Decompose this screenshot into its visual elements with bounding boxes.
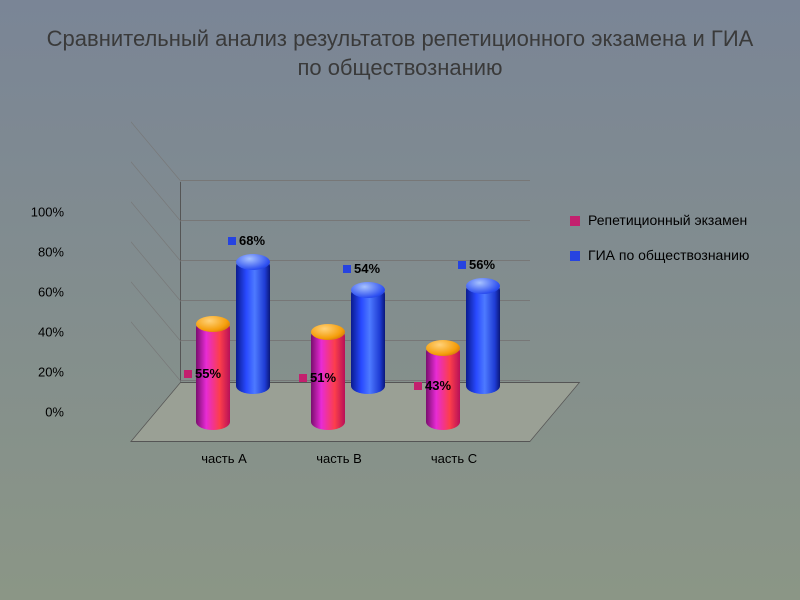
chart-data-label-text: 68% xyxy=(239,233,265,248)
chart-data-label: 43% xyxy=(414,378,451,393)
chart-data-label-marker xyxy=(343,265,351,273)
chart-data-label-marker xyxy=(458,261,466,269)
chart-ytick-label: 80% xyxy=(14,245,64,260)
chart-data-label-text: 55% xyxy=(195,366,221,381)
chart-data-label-text: 51% xyxy=(310,370,336,385)
chart-bar-series2 xyxy=(351,286,385,394)
chart-ytick-label: 40% xyxy=(14,325,64,340)
chart-ytick-label: 100% xyxy=(14,205,64,220)
chart-data-label-marker xyxy=(184,370,192,378)
chart-data-label: 56% xyxy=(458,257,495,272)
chart-data-label: 51% xyxy=(299,370,336,385)
chart-legend-item: Репетиционный экзамен xyxy=(570,212,750,229)
slide-title: Сравнительный анализ результатов репетиц… xyxy=(0,25,800,82)
chart-data-label: 55% xyxy=(184,366,221,381)
chart-legend-marker xyxy=(570,216,580,226)
chart-legend-item: ГИА по обществознанию xyxy=(570,247,750,264)
slide: Сравнительный анализ результатов репетиц… xyxy=(0,0,800,600)
chart-legend: Репетиционный экзамен ГИА по обществознан… xyxy=(570,212,750,282)
chart-gridline xyxy=(181,180,530,181)
chart-plot-area: 0%20%40%60%80%100%68%55%часть А54%51%час… xyxy=(130,142,530,442)
chart-data-label-text: 54% xyxy=(354,261,380,276)
chart: 0%20%40%60%80%100%68%55%часть А54%51%час… xyxy=(50,142,750,502)
chart-legend-label: ГИА по обществознанию xyxy=(588,247,749,264)
chart-data-label: 68% xyxy=(228,233,265,248)
chart-data-label-text: 56% xyxy=(469,257,495,272)
chart-gridline xyxy=(181,220,530,221)
chart-xtick-label: часть В xyxy=(294,451,384,466)
chart-xtick-label: часть А xyxy=(179,451,269,466)
chart-data-label-marker xyxy=(299,374,307,382)
chart-bar-series2 xyxy=(466,282,500,394)
chart-bar-series2 xyxy=(236,258,270,394)
chart-ytick-label: 60% xyxy=(14,285,64,300)
chart-data-label: 54% xyxy=(343,261,380,276)
chart-ytick-label: 20% xyxy=(14,365,64,380)
chart-data-label-text: 43% xyxy=(425,378,451,393)
chart-data-label-marker xyxy=(414,382,422,390)
chart-xtick-label: часть С xyxy=(409,451,499,466)
chart-legend-marker xyxy=(570,251,580,261)
chart-data-label-marker xyxy=(228,237,236,245)
chart-legend-label: Репетиционный экзамен xyxy=(588,212,747,229)
chart-ytick-label: 0% xyxy=(14,405,64,420)
